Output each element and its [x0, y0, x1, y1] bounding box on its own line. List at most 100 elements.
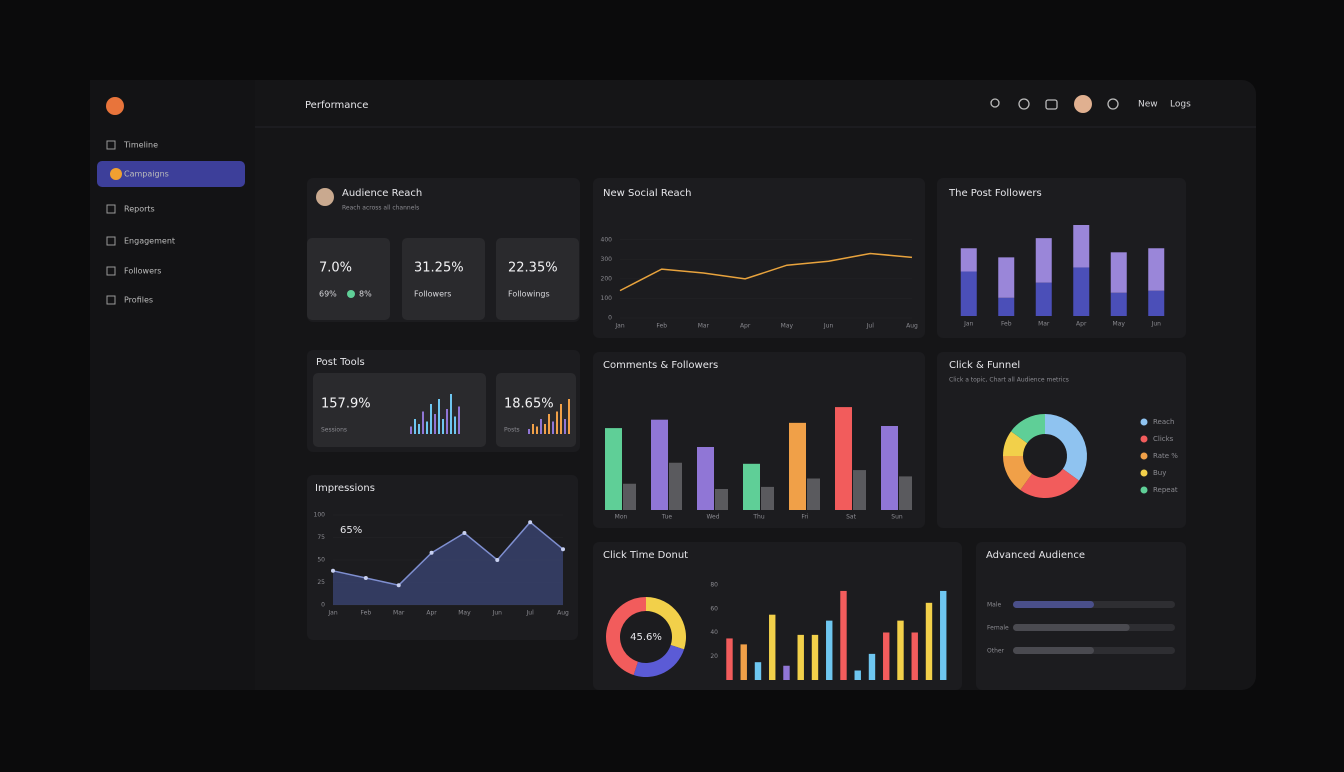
bar	[623, 483, 636, 510]
bar	[835, 407, 852, 510]
bar-segment	[1110, 252, 1127, 293]
bar	[697, 447, 714, 510]
donut-center-label: 45.6%	[630, 632, 662, 643]
bar	[761, 486, 774, 510]
nav-icon	[106, 140, 116, 150]
sparkline-bar	[552, 421, 554, 434]
legend-swatch	[1140, 452, 1148, 460]
bar-segment	[1110, 292, 1127, 316]
area	[333, 522, 563, 605]
x-tick-label: Apr	[1076, 321, 1087, 328]
stat-card	[307, 238, 390, 320]
bar	[605, 428, 622, 510]
sparkline-bar	[418, 424, 420, 434]
legend-label: Clicks	[1153, 435, 1174, 443]
nav-active[interactable]	[97, 161, 245, 187]
sparkline-bar	[532, 424, 534, 434]
donut-slice	[1003, 431, 1028, 456]
donut-slice	[1011, 414, 1045, 444]
panel-subtitle: Click a topic, Chart all Audience metric…	[949, 377, 1069, 384]
logo	[106, 97, 124, 115]
x-tick-label: May	[1113, 321, 1126, 328]
nav-item: Followers	[124, 267, 161, 276]
x-tick-label: Apr	[740, 323, 751, 330]
donut-slice	[646, 597, 686, 650]
nav-item: Reports	[124, 205, 155, 214]
stat-caption: Sessions	[321, 427, 347, 434]
x-tick-label: Sat	[846, 514, 856, 521]
x-tick-label: May	[781, 323, 794, 330]
legend-label: Rate %	[1153, 452, 1178, 460]
x-tick-label: Mar	[393, 610, 405, 617]
progress-bar	[1013, 647, 1094, 654]
donut-slice	[1003, 456, 1033, 490]
y-tick-label: 100	[601, 295, 613, 302]
x-tick-label: Jan	[327, 610, 337, 617]
panel-title: Impressions	[315, 483, 375, 494]
bar	[925, 602, 933, 680]
panel-title: New Social Reach	[603, 188, 691, 199]
bar-segment	[960, 271, 977, 316]
bar-segment	[1073, 267, 1090, 316]
legend-swatch	[1140, 435, 1148, 443]
sparkline-bar	[556, 411, 558, 434]
bar	[883, 632, 890, 680]
row-label: Female	[987, 625, 1009, 632]
bar-segment	[960, 248, 977, 272]
stat-caption: 8%	[359, 290, 372, 299]
x-tick-label: Jan	[963, 321, 973, 328]
x-tick-label: Jul	[866, 323, 875, 330]
bar	[940, 590, 947, 680]
dot	[347, 290, 355, 298]
y-tick-label: 40	[710, 629, 718, 636]
panel-title: Click & Funnel	[949, 360, 1020, 371]
x-tick-label: Aug	[906, 323, 918, 330]
bar-segment	[1073, 225, 1090, 268]
bar	[669, 462, 682, 510]
y-tick-label: 100	[314, 512, 326, 519]
stat-caption: Followings	[508, 290, 550, 299]
x-tick-label: Feb	[361, 610, 372, 617]
sparkline-bar	[434, 414, 436, 434]
header-icons	[990, 98, 1119, 110]
sparkline-bar	[430, 404, 432, 434]
header-action[interactable]: Logs	[1170, 100, 1191, 110]
x-tick-label: Feb	[1001, 321, 1012, 328]
line	[332, 521, 564, 587]
bar	[853, 470, 866, 510]
panel	[593, 178, 925, 338]
stat-caption: 69%	[319, 290, 337, 299]
donut-slice	[605, 597, 646, 676]
panel-title: Post Tools	[316, 357, 365, 368]
row-label: Other	[987, 648, 1005, 655]
header-action[interactable]: New	[1138, 100, 1158, 110]
bar-segment	[998, 297, 1015, 316]
bar-segment	[1148, 290, 1165, 316]
sparkline-bar	[548, 414, 550, 434]
point	[363, 576, 368, 580]
bar	[868, 653, 876, 680]
donut-slice	[1045, 414, 1088, 481]
bar	[854, 670, 861, 680]
y-tick-label: 400	[601, 236, 613, 243]
panel-title: Click Time Donut	[603, 550, 688, 561]
x-tick-label: Aug	[557, 610, 569, 617]
y-tick-label: 20	[710, 653, 718, 660]
panel-title: The Post Followers	[948, 188, 1042, 199]
sparkline-bar	[536, 426, 538, 434]
y-tick-label: 60	[710, 605, 718, 612]
sparkline-bar	[458, 406, 460, 434]
x-tick-label: Jan	[614, 323, 624, 330]
legend-label: Buy	[1153, 469, 1166, 477]
x-tick-label: Jul	[526, 610, 535, 617]
x-tick-label: Tue	[661, 514, 673, 521]
avatar[interactable]	[1074, 95, 1092, 113]
avatar	[316, 188, 334, 206]
sparkline-bar	[426, 421, 428, 434]
bar	[897, 620, 904, 680]
stat-value: 18.65%	[504, 397, 554, 412]
stat-caption: Posts	[504, 427, 520, 434]
bar	[826, 620, 833, 680]
x-tick-label: May	[458, 610, 471, 617]
